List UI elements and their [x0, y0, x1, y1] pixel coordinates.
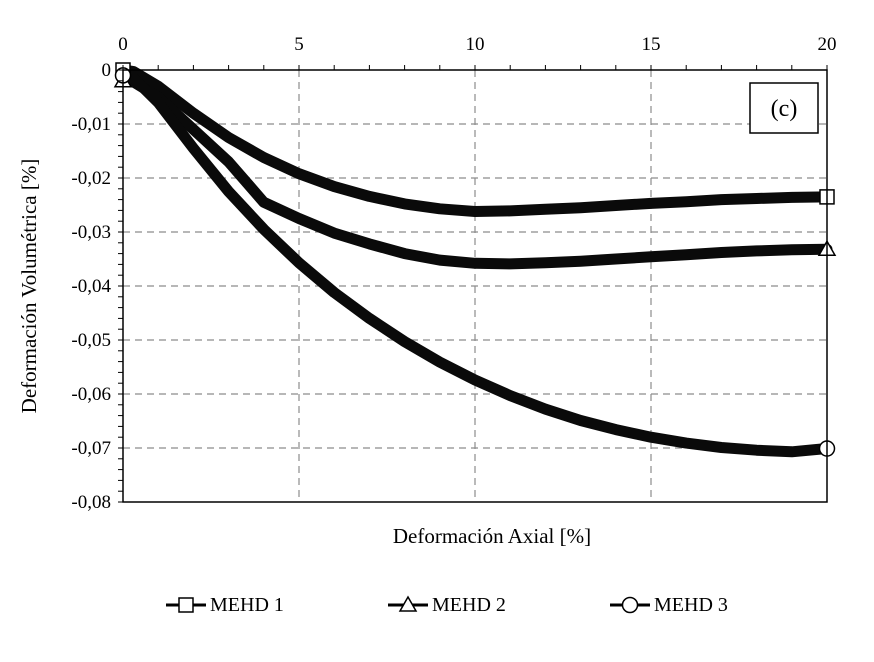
- series-layer: [113, 62, 837, 458]
- annotation-box: (c): [749, 82, 819, 134]
- y-tick-label: -0,03: [71, 222, 111, 243]
- y-axis-title: Deformación Volumétrica [%]: [17, 159, 41, 414]
- series-line-mehd-1: [117, 64, 833, 217]
- legend-item-mehd-2: MEHD 2: [387, 588, 506, 622]
- minor-ticks: [118, 65, 828, 503]
- annotation-label: (c): [771, 96, 798, 122]
- y-tick-label: -0,05: [71, 330, 111, 351]
- series-line-mehd-3: [117, 69, 833, 458]
- x-tick-label: 0: [118, 34, 128, 55]
- y-tick-label: -0,01: [71, 114, 111, 135]
- y-tick-label: -0,08: [71, 492, 111, 513]
- x-tick-label: 5: [294, 34, 304, 55]
- y-tick-labels: 0 -0,01 -0,02 -0,03 -0,04 -0,05 -0,06 -0,07 -0,0…: [71, 60, 111, 513]
- y-tick-label: -0,04: [71, 276, 111, 297]
- legend-label: MEHD 1: [210, 593, 284, 616]
- x-tick-label: 10: [466, 34, 485, 55]
- x-tick-labels: 0 5 10 15 20: [118, 34, 836, 55]
- chart: 0 5 10 15 20 0 -0,01 -0,02 -0,03 -0,04 -0,05 -0,06…: [17, 34, 837, 548]
- circle-marker-icon: [610, 596, 650, 614]
- legend-item-mehd-1: MEHD 1: [165, 588, 284, 622]
- legend: MEHD 1 MEHD 2 MEHD 3: [0, 588, 874, 622]
- x-tick-label: 20: [818, 34, 837, 55]
- legend-item-mehd-3: MEHD 3: [609, 588, 728, 622]
- x-axis-title: Deformación Axial [%]: [393, 524, 591, 548]
- y-tick-label: 0: [102, 60, 112, 81]
- legend-label: MEHD 3: [654, 593, 728, 616]
- triangle-marker-icon: [388, 595, 428, 612]
- y-tick-label: -0,02: [71, 168, 111, 189]
- grid-lines: [123, 70, 827, 502]
- x-tick-label: 15: [642, 34, 661, 55]
- series-line-mehd-2: [117, 75, 833, 270]
- y-tick-label: -0,07: [71, 438, 111, 459]
- y-tick-label: -0,06: [71, 384, 111, 405]
- legend-label: MEHD 2: [432, 593, 506, 616]
- square-marker-icon: [166, 597, 206, 613]
